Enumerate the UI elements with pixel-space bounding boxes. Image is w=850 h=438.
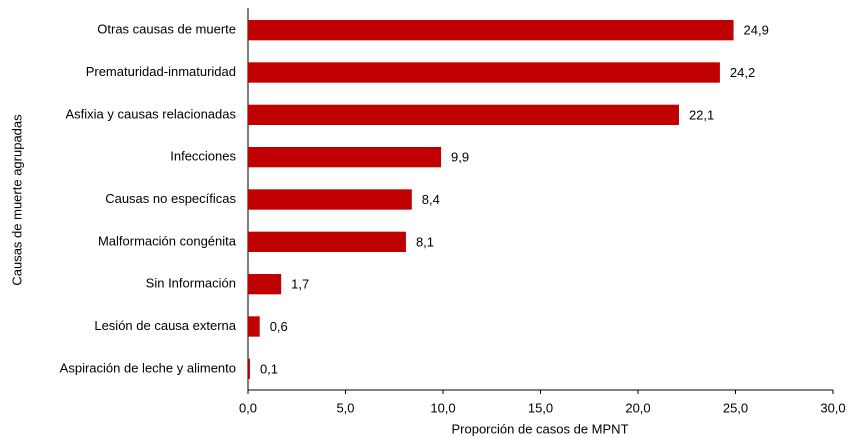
x-tick-label: 10,0	[430, 400, 455, 415]
value-label: 24,9	[744, 23, 769, 38]
value-label: 24,2	[730, 65, 755, 80]
x-tick-label: 15,0	[528, 400, 553, 415]
bar	[248, 189, 412, 210]
value-label: 9,9	[451, 150, 469, 165]
y-tick-label: Prematuridad-inmaturidad	[86, 64, 236, 79]
x-tick-label: 0,0	[239, 400, 257, 415]
value-label: 8,4	[422, 192, 440, 207]
value-label: 1,7	[291, 277, 309, 292]
bar	[248, 274, 282, 295]
bar	[248, 316, 260, 337]
y-axis-title: Causas de muerte agrupadas	[9, 114, 24, 286]
bar	[248, 20, 734, 41]
y-tick-label: Aspiración de leche y alimento	[60, 360, 236, 375]
value-label: 0,6	[270, 319, 288, 334]
value-label: 22,1	[689, 107, 714, 122]
x-tick-label: 20,0	[625, 400, 650, 415]
bar	[248, 358, 250, 379]
bar	[248, 231, 406, 252]
x-tick-label: 25,0	[723, 400, 748, 415]
bar	[248, 104, 679, 125]
value-label: 8,1	[416, 234, 434, 249]
y-tick-label: Lesión de causa externa	[94, 318, 236, 333]
x-axis-title: Proporción de casos de MPNT	[451, 421, 628, 436]
bar	[248, 62, 720, 83]
y-tick-label: Otras causas de muerte	[97, 22, 236, 37]
x-tick-label: 30,0	[820, 400, 845, 415]
y-tick-label: Malformación congénita	[98, 233, 237, 248]
y-tick-label: Asfixia y causas relacionadas	[65, 106, 236, 121]
y-tick-label: Infecciones	[170, 149, 236, 164]
y-tick-label: Sin Información	[146, 276, 236, 291]
value-label: 0,1	[260, 361, 278, 376]
bar	[248, 147, 442, 168]
y-tick-label: Causas no específicas	[105, 191, 236, 206]
x-tick-label: 5,0	[336, 400, 354, 415]
